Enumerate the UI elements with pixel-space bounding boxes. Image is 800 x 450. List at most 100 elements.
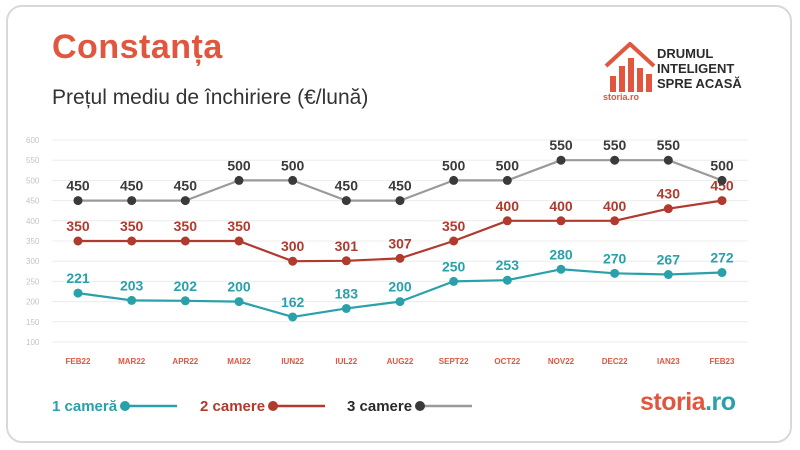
data-label-3-camere-ian23: 550 xyxy=(657,137,681,153)
data-point-1-camera-iun22 xyxy=(288,312,298,322)
data-point-3-camere-iul22 xyxy=(341,196,351,206)
data-point-1-camera-feb23 xyxy=(717,268,727,278)
y-tick-label-200: 200 xyxy=(26,298,40,307)
data-point-2-camere-nov22 xyxy=(556,216,566,226)
chart-subtitle: Prețul mediu de închiriere (€/lună) xyxy=(52,86,369,109)
data-label-1-camera-feb23: 272 xyxy=(710,250,734,266)
data-label-1-camera-iun22: 162 xyxy=(281,294,305,310)
y-tick-label-600: 600 xyxy=(26,136,40,145)
chart-card xyxy=(6,5,792,443)
data-label-2-camere-feb23: 450 xyxy=(710,178,734,194)
legend-swatch-3-camere xyxy=(415,401,473,411)
data-label-3-camere-mar22: 450 xyxy=(120,178,144,194)
data-point-1-camera-feb22 xyxy=(73,288,83,298)
y-tick-label-250: 250 xyxy=(26,277,40,286)
y-tick-label-450: 450 xyxy=(26,197,40,206)
data-point-3-camere-nov22 xyxy=(556,155,566,165)
storia-footer-logo: storia.ro xyxy=(640,388,736,417)
x-tick-label-iul22: IUL22 xyxy=(335,357,357,366)
data-label-1-camera-mai22: 200 xyxy=(227,279,251,295)
data-label-2-camere-mar22: 350 xyxy=(120,218,144,234)
y-tick-label-350: 350 xyxy=(26,237,40,246)
slogan-line-2: INTELIGENT xyxy=(657,61,735,76)
data-point-2-camere-dec22 xyxy=(610,216,620,226)
slogan-line-1: DRUMUL xyxy=(657,46,714,61)
data-label-2-camere-dec22: 400 xyxy=(603,198,627,214)
brand-slogan: DRUMUL INTELIGENT SPRE ACASĂ xyxy=(657,46,742,91)
x-tick-label-mar22: MAR22 xyxy=(118,357,146,366)
data-point-1-camera-nov22 xyxy=(556,264,566,274)
data-point-3-camere-feb23 xyxy=(717,175,727,185)
data-label-1-camera-aug22: 200 xyxy=(388,279,412,295)
data-point-2-camere-sept22 xyxy=(449,236,459,246)
data-point-2-camere-feb23 xyxy=(717,196,727,206)
x-tick-label-dec22: DEC22 xyxy=(602,357,628,366)
x-tick-label-iun22: IUN22 xyxy=(281,357,304,366)
data-point-3-camere-aug22 xyxy=(395,196,405,206)
data-label-2-camere-feb22: 350 xyxy=(66,218,90,234)
x-tick-label-oct22: OCT22 xyxy=(494,357,520,366)
data-label-3-camere-feb23: 500 xyxy=(710,157,734,173)
data-point-3-camere-sept22 xyxy=(449,175,459,185)
y-tick-label-400: 400 xyxy=(26,217,40,226)
data-label-2-camere-iun22: 300 xyxy=(281,238,305,254)
data-point-3-camere-ian23 xyxy=(663,155,673,165)
data-point-1-camera-oct22 xyxy=(502,275,512,285)
data-label-1-camera-nov22: 280 xyxy=(549,246,573,262)
data-label-3-camere-iun22: 500 xyxy=(281,157,305,173)
data-label-3-camere-dec22: 550 xyxy=(603,137,627,153)
data-label-2-camere-iul22: 301 xyxy=(335,238,359,254)
legend-item-1-camera: 1 cameră xyxy=(52,396,179,416)
page-title: Constanța xyxy=(52,28,223,66)
x-tick-label-aug22: AUG22 xyxy=(387,357,414,366)
x-tick-label-apr22: APR22 xyxy=(172,357,198,366)
data-label-3-camere-mai22: 500 xyxy=(227,157,251,173)
data-point-3-camere-iun22 xyxy=(288,175,298,185)
data-label-1-camera-feb22: 221 xyxy=(66,270,90,286)
x-tick-label-nov22: NOV22 xyxy=(548,357,575,366)
data-point-2-camere-ian23 xyxy=(663,204,673,214)
data-point-2-camere-mar22 xyxy=(127,236,137,246)
data-label-3-camere-apr22: 450 xyxy=(174,178,198,194)
slogan-line-3: SPRE ACASĂ xyxy=(657,76,742,91)
data-point-1-camera-dec22 xyxy=(610,268,620,278)
data-label-1-camera-sept22: 250 xyxy=(442,258,466,274)
data-label-3-camere-nov22: 550 xyxy=(549,137,573,153)
data-point-1-camera-ian23 xyxy=(663,270,673,280)
data-label-1-camera-ian23: 267 xyxy=(657,252,681,268)
legend-swatch-1-camera xyxy=(120,401,178,411)
data-label-3-camere-sept22: 500 xyxy=(442,157,466,173)
data-label-3-camere-feb22: 450 xyxy=(66,178,90,194)
data-point-3-camere-apr22 xyxy=(180,196,190,206)
data-point-1-camera-aug22 xyxy=(395,297,405,307)
data-label-1-camera-oct22: 253 xyxy=(496,257,520,273)
y-tick-label-150: 150 xyxy=(26,318,40,327)
data-label-2-camere-apr22: 350 xyxy=(174,218,198,234)
data-point-2-camere-aug22 xyxy=(395,253,405,263)
data-point-2-camere-iul22 xyxy=(341,256,351,266)
y-tick-label-500: 500 xyxy=(26,176,40,185)
y-tick-label-550: 550 xyxy=(26,156,40,165)
data-label-3-camere-oct22: 500 xyxy=(496,157,520,173)
legend-item-3-camere: 3 camere xyxy=(347,396,474,416)
data-point-1-camera-sept22 xyxy=(449,276,459,286)
legend-label-3-camere: 3 camere xyxy=(347,397,413,415)
legend-label-2-camere: 2 camere xyxy=(200,397,266,415)
data-label-1-camera-apr22: 202 xyxy=(174,278,198,294)
data-point-3-camere-mar22 xyxy=(127,196,137,206)
data-label-1-camera-dec22: 270 xyxy=(603,250,627,266)
data-point-2-camere-iun22 xyxy=(288,256,298,266)
data-label-3-camere-iul22: 450 xyxy=(335,178,359,194)
data-point-1-camera-apr22 xyxy=(180,296,190,306)
data-label-2-camere-oct22: 400 xyxy=(496,198,520,214)
data-point-1-camera-mai22 xyxy=(234,297,244,307)
data-point-3-camere-feb22 xyxy=(73,196,83,206)
data-point-3-camere-dec22 xyxy=(610,155,620,165)
data-label-1-camera-mar22: 203 xyxy=(120,277,144,293)
data-point-3-camere-oct22 xyxy=(502,175,512,185)
legend-swatch-2-camere xyxy=(268,401,326,411)
data-point-2-camere-feb22 xyxy=(73,236,83,246)
x-tick-label-feb22: FEB22 xyxy=(66,357,91,366)
data-label-3-camere-aug22: 450 xyxy=(388,178,412,194)
